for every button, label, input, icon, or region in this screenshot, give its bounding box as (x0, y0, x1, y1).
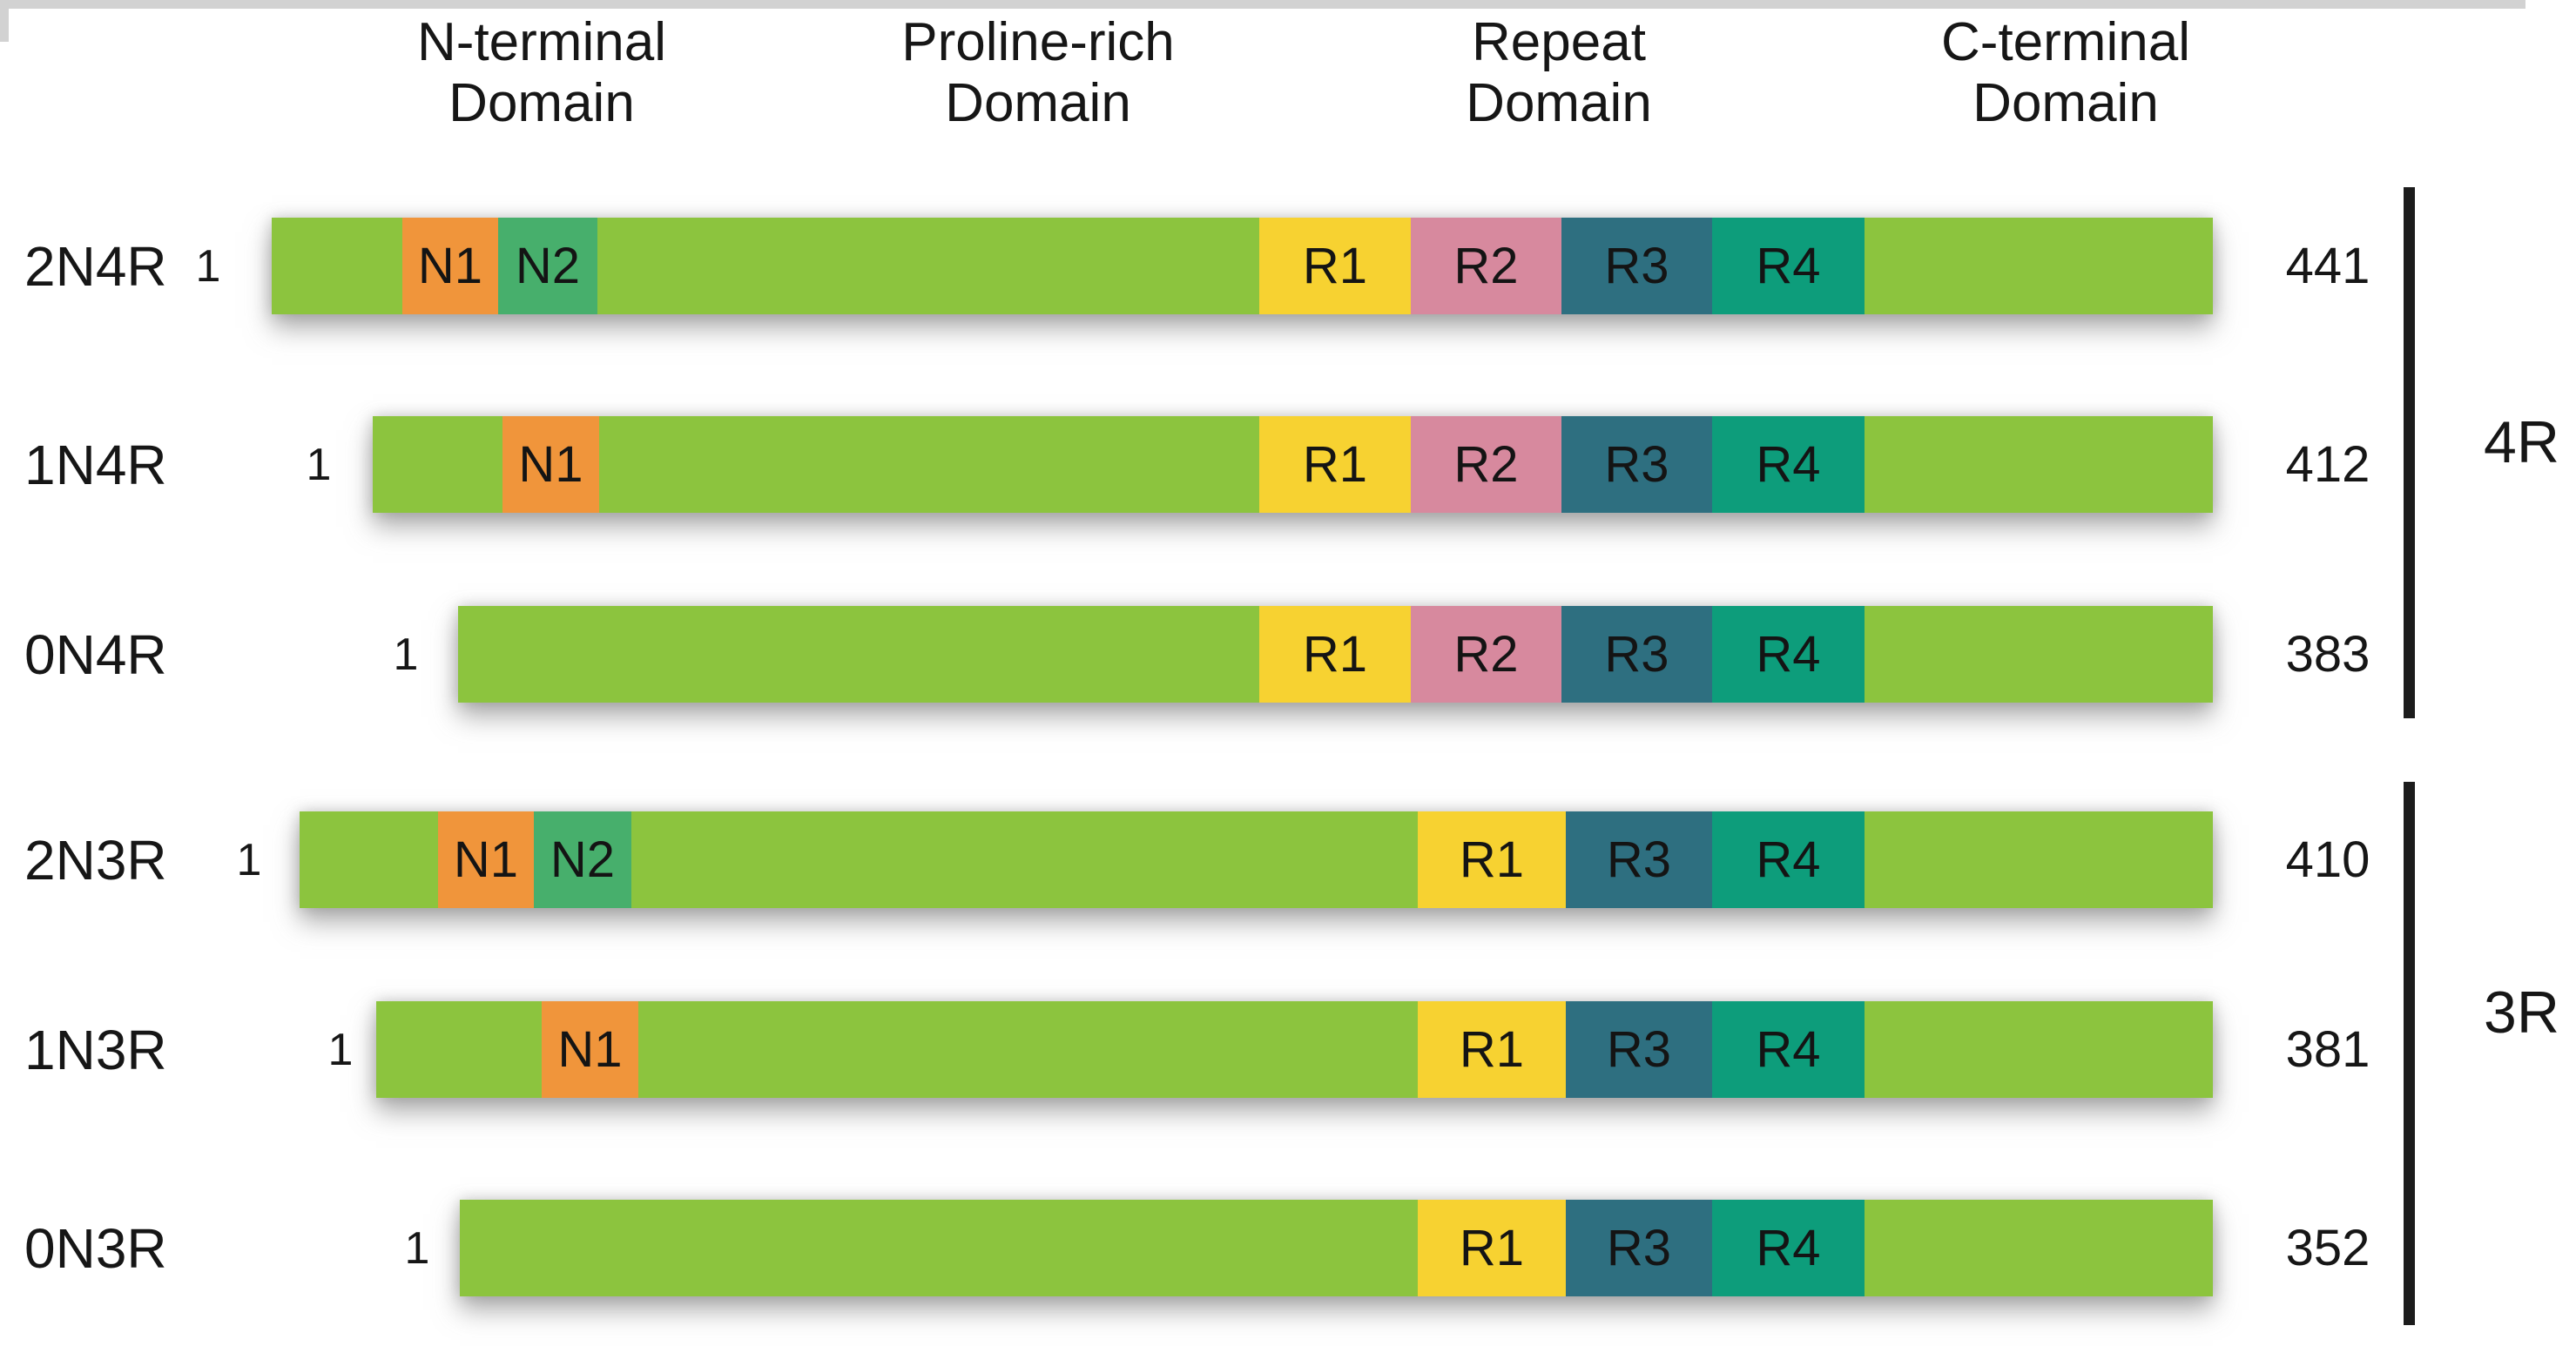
isoform-name: 0N4R (24, 623, 167, 686)
start-residue-number: 1 (306, 439, 332, 490)
protein-bar: N1 R1 R2 R3 R4 (373, 416, 2213, 513)
protein-bar: N1 R1 R3 R4 (376, 1001, 2213, 1098)
segment-r4: R4 (1712, 811, 1865, 908)
segment-r3: R3 (1561, 218, 1712, 314)
protein-bar: N1 N2 R1 R2 R3 R4 (272, 218, 2213, 314)
isoform-name: 1N4R (24, 433, 167, 496)
isoform-name: 2N3R (24, 828, 167, 892)
group-label-4r: 4R (2484, 409, 2559, 475)
header-line: Repeat (1472, 12, 1646, 72)
segment-r1: R1 (1418, 811, 1566, 908)
top-edge-line (0, 0, 2525, 9)
column-header-c-terminal-domain: C-terminal Domain (1883, 12, 2249, 134)
segment-r3: R3 (1566, 1001, 1712, 1098)
segment-n1: N1 (438, 811, 534, 908)
isoform-name: 0N3R (24, 1216, 167, 1280)
segment-r3: R3 (1561, 606, 1712, 703)
isoform-row-2n3r: 2N3R 1 N1 N2 R1 R3 R4 410 (0, 811, 2576, 908)
isoform-name: 2N4R (24, 234, 167, 298)
segment-n1: N1 (402, 218, 498, 314)
isoform-row-0n3r: 0N3R 1 R1 R3 R4 352 (0, 1200, 2576, 1296)
segment-r2: R2 (1411, 606, 1561, 703)
start-residue-number: 1 (236, 834, 262, 885)
segment-r3: R3 (1561, 416, 1712, 513)
isoform-row-0n4r: 0N4R 1 R1 R2 R3 R4 383 (0, 606, 2576, 703)
segment-r3: R3 (1566, 1200, 1712, 1296)
start-residue-number: 1 (195, 240, 221, 292)
bracket-line-4r (2404, 187, 2415, 718)
residue-count-label: 352 (2285, 1220, 2370, 1276)
segment-n1: N1 (542, 1001, 638, 1098)
segment-r2: R2 (1411, 416, 1561, 513)
residue-count-label: 412 (2285, 436, 2370, 493)
residue-count-label: 383 (2285, 626, 2370, 683)
start-residue-number: 1 (393, 629, 419, 680)
header-line: N-terminal (417, 12, 666, 72)
start-residue-number: 1 (404, 1222, 430, 1274)
header-line: Domain (448, 73, 635, 133)
header-line: Proline-rich (901, 12, 1175, 72)
segment-r1: R1 (1418, 1200, 1566, 1296)
residue-count-label: 410 (2285, 831, 2370, 888)
residue-count-label: 381 (2285, 1021, 2370, 1078)
segment-r4: R4 (1712, 1200, 1865, 1296)
header-line: Domain (1972, 73, 2159, 133)
group-label-3r: 3R (2484, 979, 2559, 1046)
header-line: Domain (945, 73, 1131, 133)
segment-r1: R1 (1259, 218, 1411, 314)
segment-n1: N1 (502, 416, 599, 513)
segment-n2: N2 (534, 811, 631, 908)
residue-count-label: 441 (2285, 238, 2370, 294)
column-header-n-terminal-domain: N-terminal Domain (359, 12, 725, 134)
isoform-row-2n4r: 2N4R 1 N1 N2 R1 R2 R3 R4 441 (0, 218, 2576, 314)
isoform-name: 1N3R (24, 1018, 167, 1081)
protein-bar: R1 R3 R4 (460, 1200, 2213, 1296)
protein-bar: N1 N2 R1 R3 R4 (300, 811, 2213, 908)
segment-r4: R4 (1712, 416, 1865, 513)
segment-r4: R4 (1712, 606, 1865, 703)
segment-r4: R4 (1712, 1001, 1865, 1098)
header-line: C-terminal (1941, 12, 2190, 72)
column-header-proline-rich-domain: Proline-rich Domain (855, 12, 1221, 134)
protein-bar: R1 R2 R3 R4 (458, 606, 2213, 703)
segment-r1: R1 (1259, 416, 1411, 513)
start-residue-number: 1 (327, 1024, 354, 1075)
segment-r3: R3 (1566, 811, 1712, 908)
isoform-row-1n4r: 1N4R 1 N1 R1 R2 R3 R4 412 (0, 416, 2576, 513)
bracket-line-3r (2404, 782, 2415, 1325)
column-header-repeat-domain: Repeat Domain (1376, 12, 1742, 134)
segment-r4: R4 (1712, 218, 1865, 314)
header-line: Domain (1466, 73, 1652, 133)
segment-r1: R1 (1259, 606, 1411, 703)
segment-r2: R2 (1411, 218, 1561, 314)
segment-r1: R1 (1418, 1001, 1566, 1098)
isoform-row-1n3r: 1N3R 1 N1 R1 R3 R4 381 (0, 1001, 2576, 1098)
left-edge-line (0, 0, 9, 42)
segment-n2: N2 (498, 218, 597, 314)
